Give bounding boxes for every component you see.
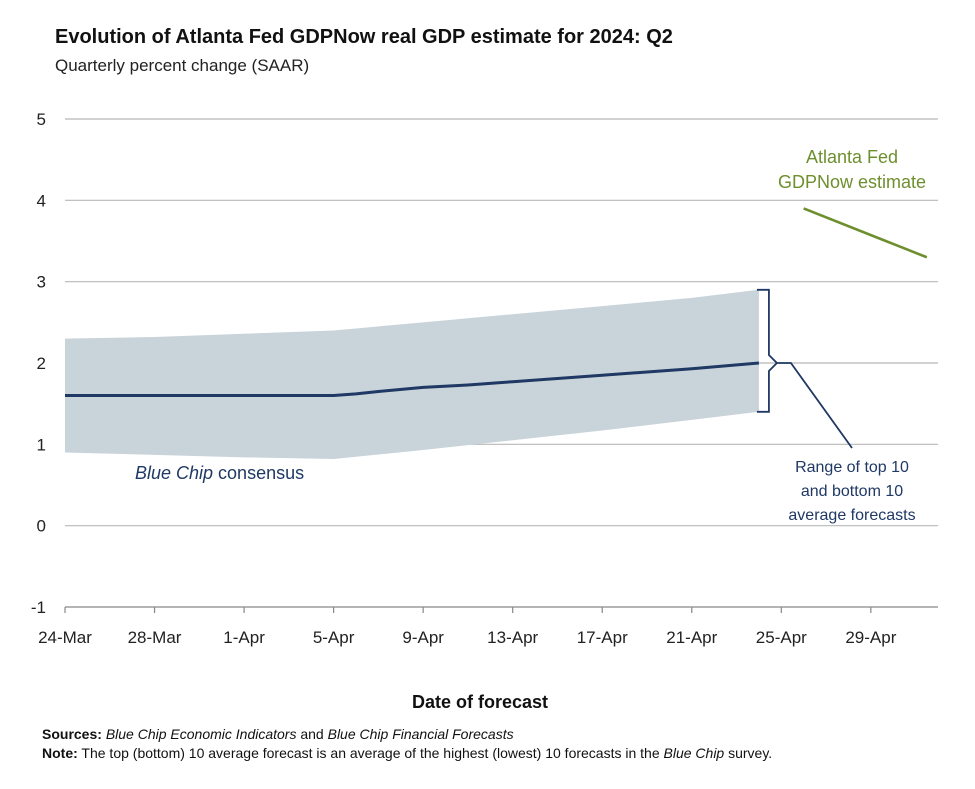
y-tick-label: 4 xyxy=(37,191,46,210)
y-tick-label: 0 xyxy=(37,517,46,536)
chart-area: -1 0 1 2 3 4 5 24-Mar 28-Mar 1-Apr 5-Apr 9-Apr 13-A… xyxy=(31,110,938,647)
range-label-line2: and bottom 10 xyxy=(801,483,903,500)
y-tick-label: 2 xyxy=(37,354,46,373)
chart-subtitle: Quarterly percent change (SAAR) xyxy=(55,56,310,75)
range-label-line1: Range of top 10 xyxy=(795,459,909,476)
note-text: The top (bottom) 10 average forecast is … xyxy=(77,745,664,761)
note-label: Note: xyxy=(42,745,78,761)
chart-title: Evolution of Atlanta Fed GDPNow real GDP… xyxy=(55,26,673,48)
y-tick-label: -1 xyxy=(31,598,46,617)
x-tick-label: 29-Apr xyxy=(845,628,896,647)
consensus-label: Blue Chip consensus xyxy=(135,463,304,483)
x-tick-label: 1-Apr xyxy=(223,628,265,647)
range-band-layer xyxy=(65,289,759,459)
gdpnow-estimate-line xyxy=(803,207,928,259)
y-axis-ticks: -1 0 1 2 3 4 5 xyxy=(31,110,46,617)
y-tick-label: 5 xyxy=(37,110,46,129)
sources-italic-2: Blue Chip Financial Forecasts xyxy=(327,726,514,742)
x-tick-label: 13-Apr xyxy=(487,628,538,647)
x-tick-label: 17-Apr xyxy=(577,628,628,647)
series-lines xyxy=(65,207,928,398)
gdpnow-label-line1: Atlanta Fed xyxy=(806,147,898,167)
x-tick-label: 9-Apr xyxy=(402,628,444,647)
range-pointer-line xyxy=(776,362,853,449)
x-tick-label: 24-Mar xyxy=(38,628,92,647)
y-tick-label: 1 xyxy=(37,435,46,454)
note-line: Note: The top (bottom) 10 average foreca… xyxy=(42,744,922,763)
gdpnow-label-line2: GDPNow estimate xyxy=(778,172,926,192)
range-band xyxy=(65,289,759,459)
x-axis: 24-Mar 28-Mar 1-Apr 5-Apr 9-Apr 13-Apr 17-Apr 2… xyxy=(38,606,938,647)
x-tick-label: 21-Apr xyxy=(666,628,717,647)
blue-chip-consensus-line xyxy=(65,361,760,398)
note-end: survey. xyxy=(724,745,773,761)
note-italic: Blue Chip xyxy=(663,745,725,761)
y-tick-label: 3 xyxy=(37,273,46,292)
consensus-label-rest: consensus xyxy=(213,463,304,483)
sources-and: and xyxy=(296,726,328,742)
sources-italic-1: Blue Chip Economic Indicators xyxy=(105,726,297,742)
consensus-label-italic: Blue Chip xyxy=(135,463,213,483)
sources-label: Sources: xyxy=(42,726,102,742)
range-bracket xyxy=(756,288,779,413)
x-axis-label: Date of forecast xyxy=(411,692,549,712)
annotations: Blue Chip consensus Atlanta Fed GDPNow e… xyxy=(135,147,926,524)
x-tick-label: 25-Apr xyxy=(756,628,807,647)
chart-notes: Sources: Blue Chip Economic Indicators a… xyxy=(42,725,922,763)
x-tick-label: 5-Apr xyxy=(313,628,355,647)
sources-line: Sources: Blue Chip Economic Indicators a… xyxy=(42,725,922,744)
range-label-line3: average forecasts xyxy=(788,507,915,524)
x-tick-label: 28-Mar xyxy=(128,628,182,647)
